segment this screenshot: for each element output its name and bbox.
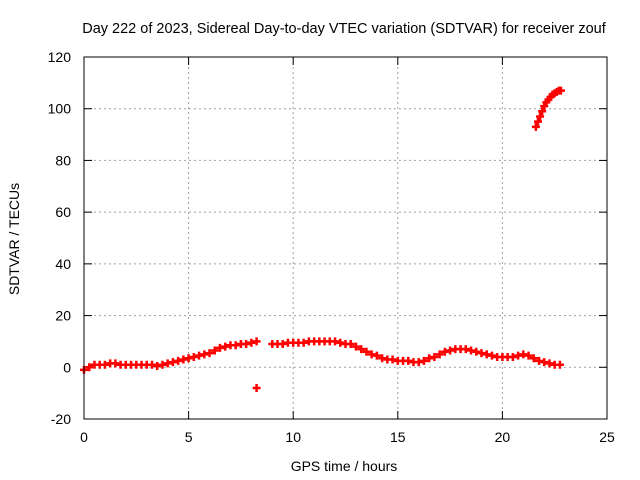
x-axis-label: GPS time / hours (291, 458, 398, 474)
axis-ticks: 0 5 10 15 20 25 -20 0 20 40 60 80 100 120 (48, 49, 615, 445)
data-point (174, 356, 183, 365)
data-point (440, 347, 449, 356)
data-point (529, 354, 538, 363)
y-tick-label: -20 (51, 411, 71, 427)
data-point (184, 354, 193, 363)
data-point (336, 338, 345, 347)
data-point (477, 349, 486, 358)
data-point (519, 350, 528, 359)
data-point (533, 117, 542, 126)
data-point (467, 346, 476, 355)
x-tick-label: 20 (495, 429, 511, 445)
data-point (100, 360, 109, 369)
grid (84, 57, 607, 419)
data-point (210, 346, 219, 355)
data-point (215, 343, 224, 352)
data-point (388, 355, 397, 364)
data-point (357, 345, 366, 354)
data-point (556, 86, 565, 95)
data-point (205, 349, 214, 358)
data-point (536, 112, 545, 121)
y-tick-label: 40 (55, 256, 71, 272)
data-point (514, 351, 523, 360)
x-tick-label: 10 (285, 429, 301, 445)
data-point (299, 338, 308, 347)
data-point (461, 345, 470, 354)
data-point (242, 340, 251, 349)
y-tick-label: 60 (55, 204, 71, 220)
data-point (378, 354, 387, 363)
data-point (221, 342, 230, 351)
data-point (153, 361, 162, 370)
plot-frame (83, 56, 608, 420)
data-point (419, 356, 428, 365)
data-point (362, 347, 371, 356)
data-point (545, 359, 554, 368)
data-point (247, 338, 256, 347)
data-point (372, 351, 381, 360)
x-tick-label: 5 (185, 429, 193, 445)
data-points (80, 86, 565, 392)
data-point (351, 342, 360, 351)
data-point (179, 355, 188, 364)
data-point (189, 352, 198, 361)
data-point (540, 358, 549, 367)
data-point (367, 350, 376, 359)
data-point (252, 383, 261, 392)
y-tick-label: 120 (48, 49, 72, 65)
data-point (555, 360, 564, 369)
data-point (446, 346, 455, 355)
y-tick-label: 0 (63, 359, 71, 375)
data-point (85, 363, 94, 372)
data-point (524, 351, 533, 360)
data-point (472, 347, 481, 356)
data-point (231, 341, 240, 350)
data-point (331, 337, 340, 346)
data-point (163, 359, 172, 368)
data-point (168, 358, 177, 367)
y-tick-label: 100 (48, 101, 72, 117)
chart-title: Day 222 of 2023, Sidereal Day-to-day VTE… (82, 21, 607, 37)
data-point (482, 350, 491, 359)
x-tick-label: 25 (599, 429, 615, 445)
x-tick-label: 0 (80, 429, 88, 445)
y-tick-label: 80 (55, 152, 71, 168)
y-axis-label: SDTVAR / TECUs (6, 183, 22, 295)
y-tick-label: 20 (55, 308, 71, 324)
data-point (404, 356, 413, 365)
data-point (195, 351, 204, 360)
data-point (538, 107, 547, 116)
data-point (531, 122, 540, 131)
data-point (147, 360, 156, 369)
data-point (435, 350, 444, 359)
data-point (425, 354, 434, 363)
data-point (487, 351, 496, 360)
data-point (200, 350, 209, 359)
data-point (414, 358, 423, 367)
data-point (346, 340, 355, 349)
data-point (535, 356, 544, 365)
data-point (252, 337, 261, 346)
data-point (278, 340, 287, 349)
data-point (158, 360, 167, 369)
data-point (508, 352, 517, 361)
data-point (111, 359, 120, 368)
x-tick-label: 15 (390, 429, 406, 445)
data-point (430, 352, 439, 361)
